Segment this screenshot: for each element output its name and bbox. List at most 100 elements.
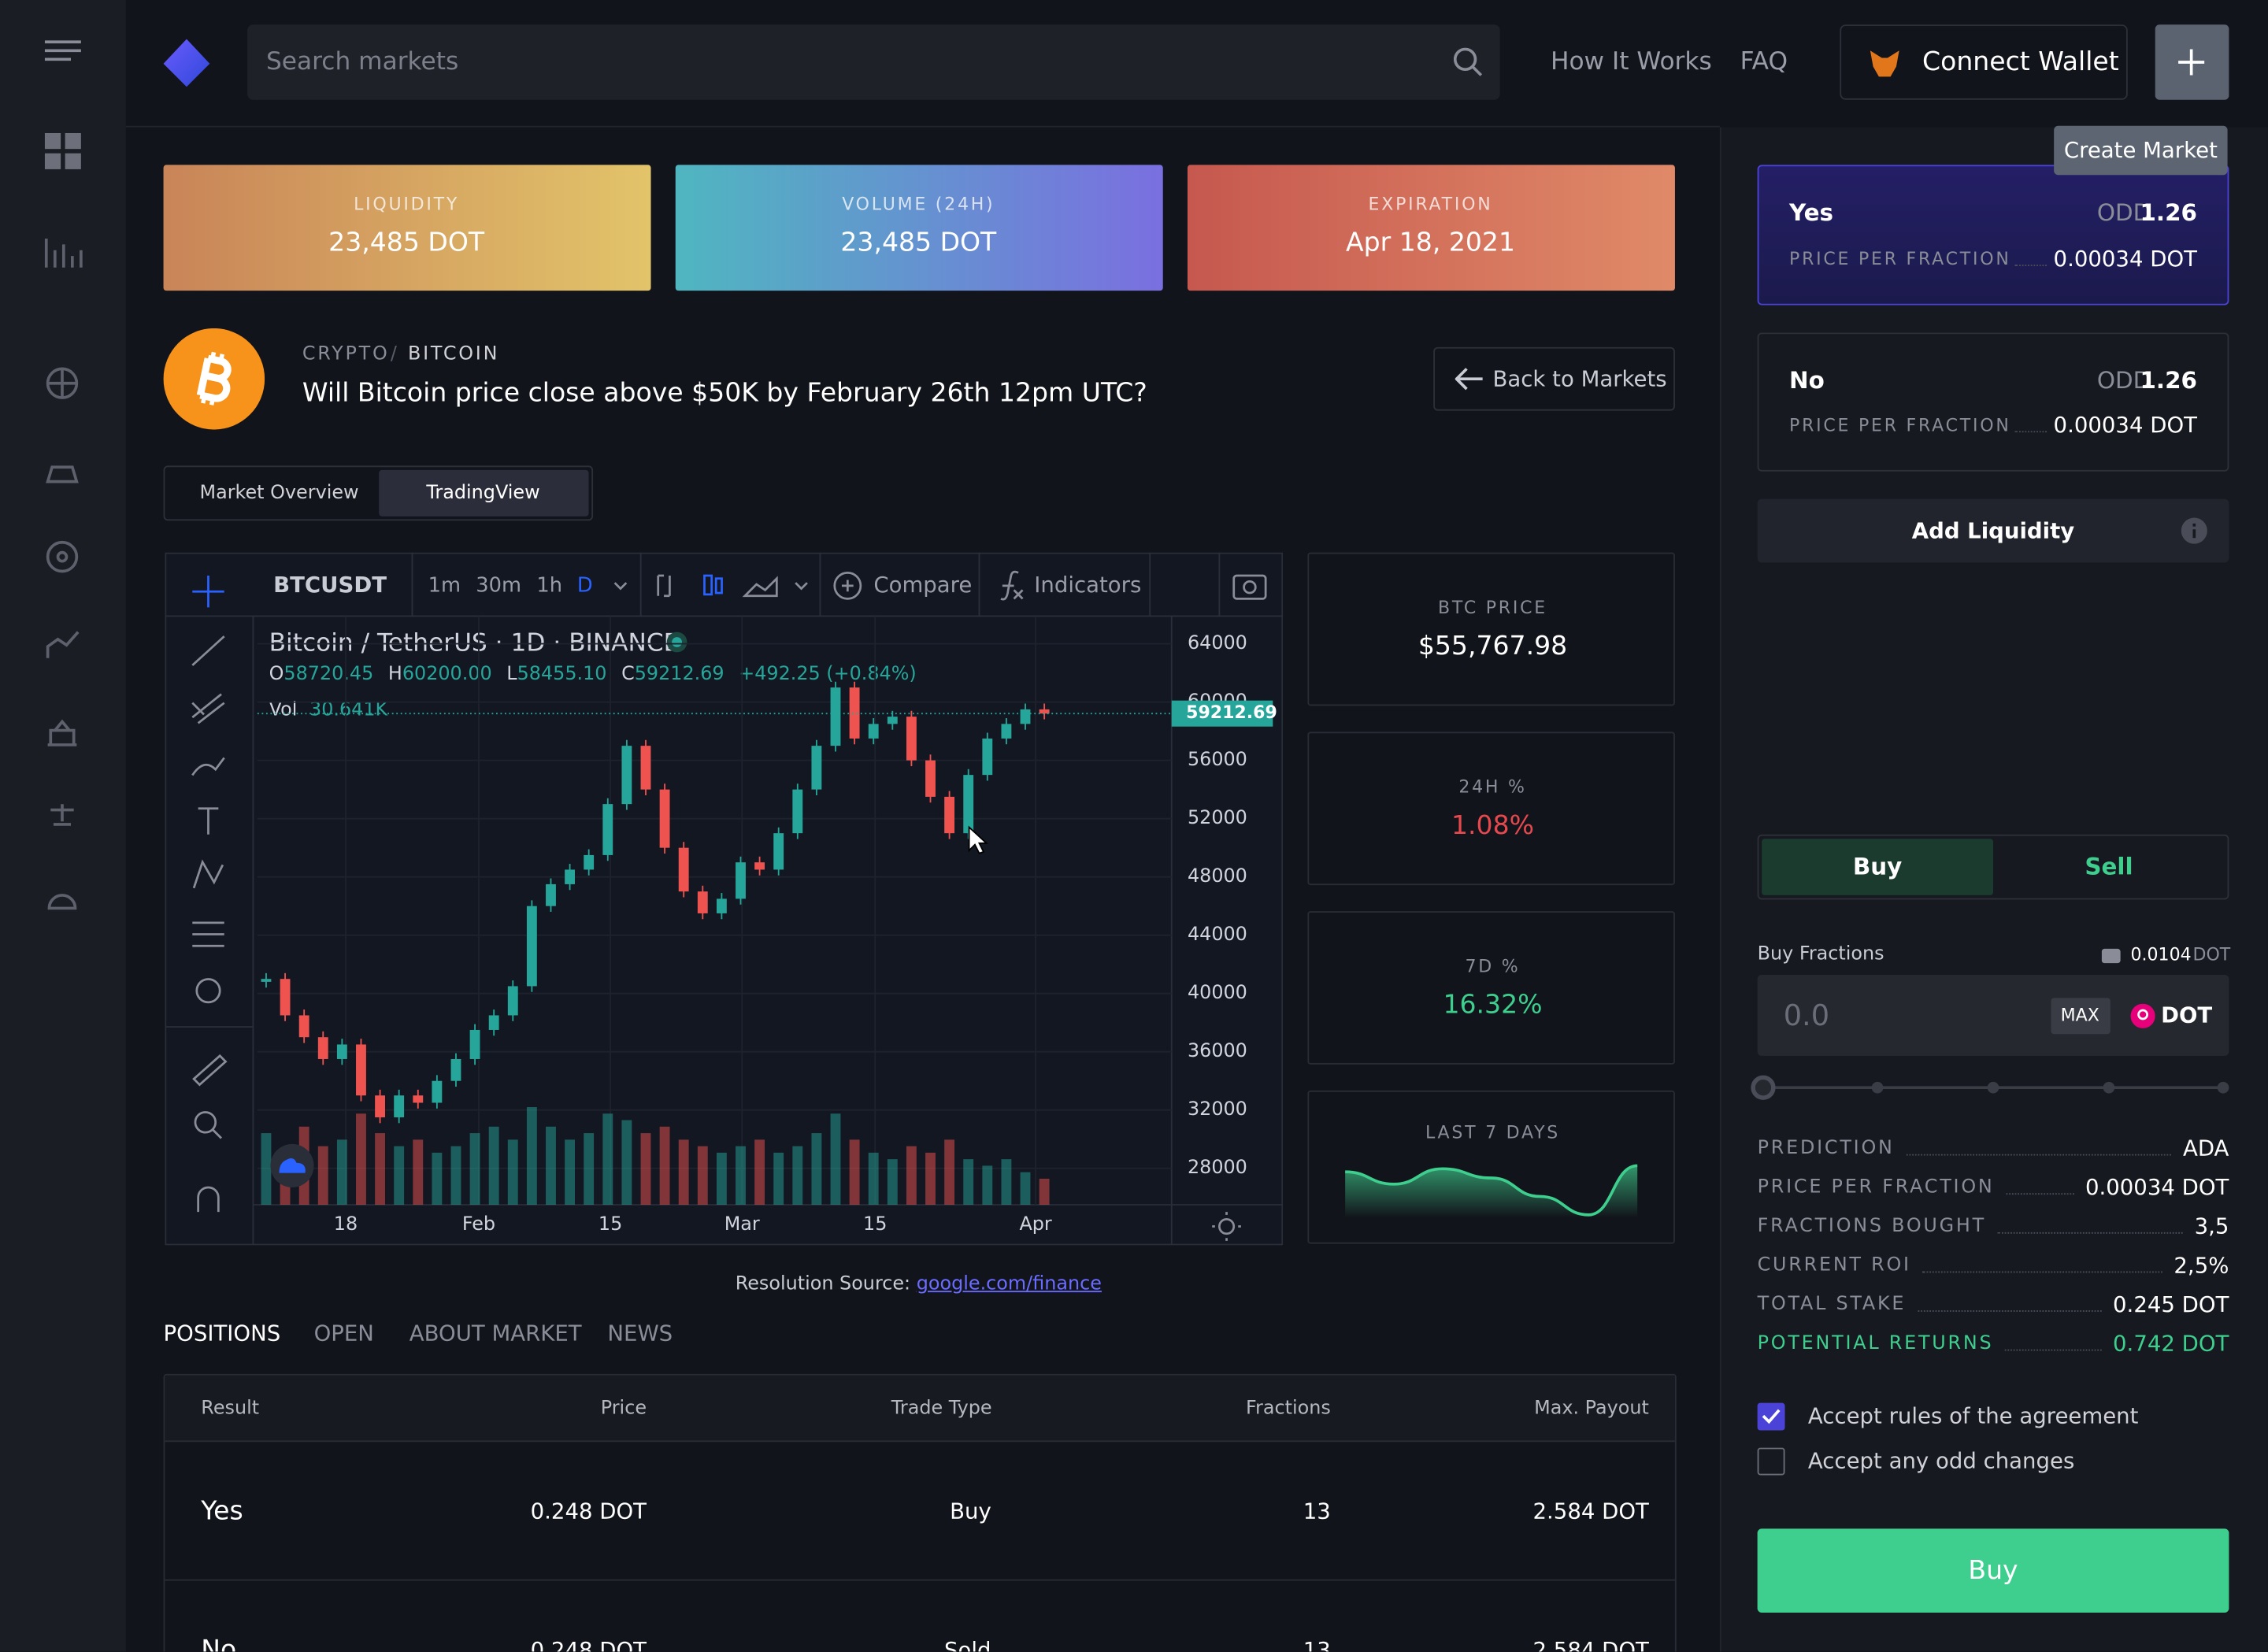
topbar-border (125, 125, 1720, 128)
max-button[interactable]: MAX (2051, 998, 2110, 1035)
indicators[interactable]: Indicators (1034, 572, 1141, 598)
sell-tab[interactable]: Sell (2085, 852, 2133, 880)
candle-body (432, 1080, 443, 1103)
status-dot (672, 637, 683, 647)
ohlc-key: L (506, 661, 517, 683)
positions-tab[interactable]: POSITIONS (163, 1320, 281, 1346)
shape (192, 859, 224, 889)
add-liquidity-button[interactable]: Add Liquidity (1757, 498, 2229, 563)
nav-link[interactable]: How It Works (1550, 47, 1712, 77)
last-price-label: 59212.69 (1186, 703, 1277, 723)
shape (50, 804, 74, 826)
amount-input[interactable]: 0.0 MAX DOT (1757, 974, 2229, 1056)
nav-link[interactable]: FAQ (1740, 47, 1788, 77)
wallet-icon (1870, 50, 1899, 77)
table-cell: 13 (1303, 1498, 1331, 1524)
shape (198, 807, 219, 835)
volume-bar (849, 1139, 860, 1205)
shape (1000, 570, 1024, 601)
ohlc-key: C (621, 661, 635, 683)
odd-label: ODD (2096, 198, 2151, 227)
chart-title: Bitcoin / TetherUS · 1D · BINANCE (269, 628, 680, 657)
table-cell: Buy (950, 1498, 991, 1524)
submit-button[interactable]: Buy (1757, 1528, 2229, 1613)
y-tick-label: 36000 (1188, 1039, 1247, 1061)
volume-bar (507, 1139, 518, 1205)
volume-bar (830, 1113, 841, 1205)
shape (194, 1111, 217, 1134)
logo (163, 39, 210, 87)
tv-logo (279, 1158, 306, 1173)
shape (2101, 948, 2121, 964)
side-stat-value: $55,767.98 (1418, 631, 1568, 662)
shape (657, 574, 671, 598)
volume-bar (413, 1139, 424, 1205)
interval[interactable]: 1h (536, 573, 562, 597)
shape (1762, 1409, 1781, 1424)
volume-bar (982, 1165, 993, 1205)
tab-active[interactable]: TradingView (379, 469, 589, 517)
leader (1922, 1271, 2162, 1273)
shape (47, 719, 77, 746)
amount-slider[interactable] (1747, 1073, 2239, 1102)
connect-wallet-button[interactable]: Connect Wallet (1840, 24, 2128, 100)
shape (1751, 1075, 1776, 1100)
shape (44, 153, 61, 169)
create-market-button[interactable] (2155, 24, 2229, 100)
stat-label: LIQUIDITY (354, 194, 460, 214)
interval[interactable]: 30m (476, 573, 521, 597)
detail-label: POTENTIAL RETURNS (1757, 1332, 1994, 1355)
ohlc-value: 60200.00 (402, 661, 492, 683)
sidebar-icons (44, 40, 83, 910)
checkbox[interactable] (1757, 1447, 1785, 1476)
shape (1871, 1081, 1884, 1094)
category: CRYPTO (302, 343, 390, 365)
volume-bar (811, 1133, 822, 1205)
side-stat-label: 24H % (1458, 776, 1527, 798)
table-header-cell: Fractions (1246, 1398, 1331, 1420)
table-header-cell: Max. Payout (1534, 1398, 1649, 1420)
shape (1471, 65, 1483, 76)
positions-tab[interactable]: OPEN (313, 1320, 374, 1346)
search-box[interactable]: Search markets (247, 24, 1500, 100)
detail-label: FRACTIONS BOUGHT (1757, 1215, 1986, 1238)
stat-value: 23,485 DOT (840, 228, 997, 258)
candle-body (1001, 724, 1012, 739)
resolution-link[interactable]: google.com/finance (916, 1273, 1102, 1295)
table-header-cell: Price (600, 1398, 647, 1420)
candle-body (925, 760, 936, 797)
volume-bar (773, 1152, 784, 1205)
volume-bar (488, 1126, 499, 1205)
shape (191, 693, 225, 724)
candle-body (1039, 709, 1050, 714)
buy-tab-active[interactable]: Buy (1762, 839, 1994, 895)
candle-body (336, 1044, 347, 1059)
stat-label: EXPIRATION (1368, 194, 1493, 214)
interval-active[interactable]: D (577, 573, 593, 597)
detail-value: 0.245 DOT (2113, 1291, 2229, 1318)
odd-value: 1.26 (2140, 366, 2197, 394)
leader (2006, 1193, 2074, 1195)
shape (1455, 368, 1483, 391)
compare[interactable]: Compare (873, 572, 972, 598)
symbol[interactable]: BTCUSDT (273, 572, 387, 598)
candle-body (868, 724, 879, 739)
back-button[interactable]: Back to Markets (1433, 346, 1675, 411)
candle-body (716, 898, 727, 913)
outcome-card[interactable] (1757, 332, 2229, 472)
shape (703, 574, 713, 596)
outcome-card-selected[interactable] (1757, 165, 2229, 306)
subcategory: BITCOIN (407, 343, 500, 365)
positions-tab[interactable]: NEWS (607, 1320, 673, 1346)
volume-bar (792, 1146, 803, 1205)
checkbox-checked[interactable] (1757, 1402, 1785, 1431)
interval[interactable]: 1m (428, 573, 461, 597)
shape (2103, 1081, 2115, 1094)
market-question: Will Bitcoin price close above $50K by F… (302, 378, 1147, 409)
stat-value: Apr 18, 2021 (1346, 228, 1516, 258)
candle-body (830, 687, 841, 746)
positions-tab[interactable]: ABOUT MARKET (409, 1320, 582, 1346)
cursor (968, 825, 989, 854)
tab[interactable]: Market Overview (199, 482, 359, 505)
candle-body (792, 789, 803, 834)
